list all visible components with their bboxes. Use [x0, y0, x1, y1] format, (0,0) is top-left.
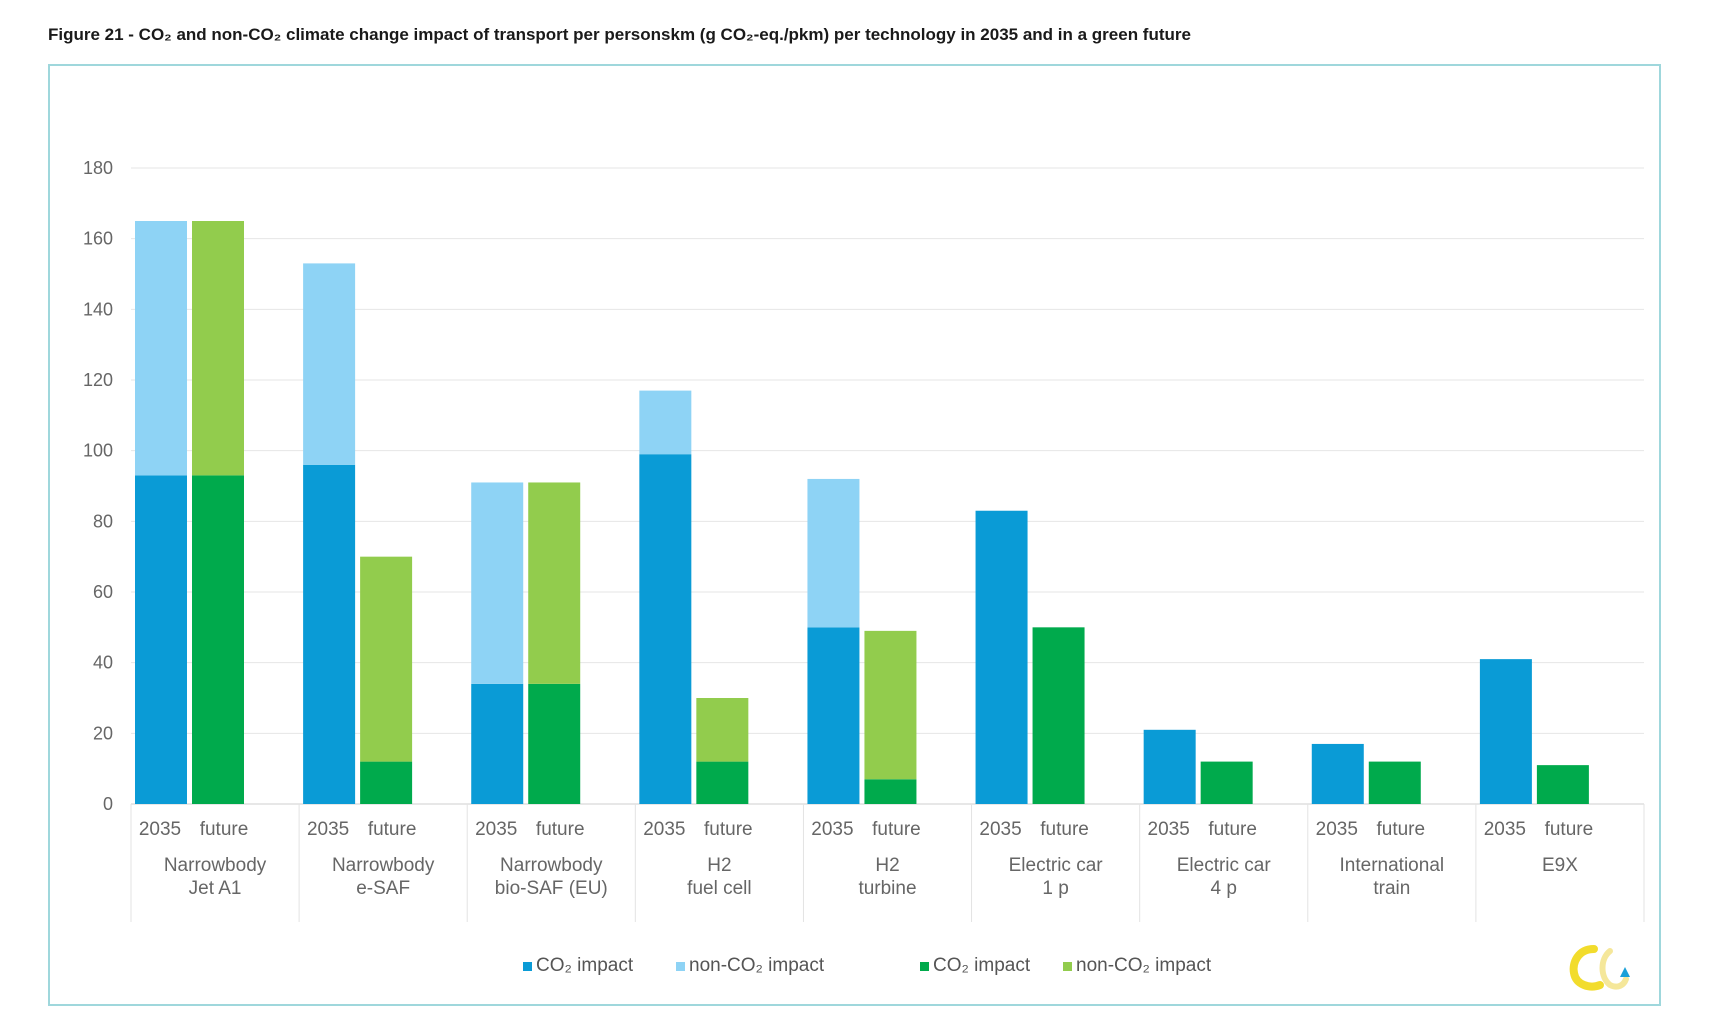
y-axis: 0 20 40 60 80 100 120 140 160 180 [83, 158, 113, 814]
bar-scenario-label: future [872, 819, 921, 840]
bar-segment [471, 683, 524, 804]
bar-segment [135, 475, 187, 804]
bar-segment [807, 478, 860, 628]
legend-item-nonco2-2035: non-CO₂ impact [676, 955, 824, 977]
legend-swatch [920, 961, 929, 971]
legend-label: non-CO₂ impact [689, 955, 825, 976]
bar-segment [639, 454, 692, 804]
legend-item-nonco2-future: non-CO₂ impact [1063, 955, 1211, 977]
y-tick-label: 160 [83, 229, 113, 249]
figure-title: Figure 21 - CO₂ and non-CO₂ climate chan… [48, 25, 1191, 44]
bar-segment [360, 761, 413, 804]
bar-segment [1032, 627, 1085, 804]
bars [135, 221, 1589, 804]
bar-segment [1311, 743, 1364, 804]
bar-segment [1143, 729, 1196, 804]
bar-scenario-label: 2035 [643, 819, 685, 840]
category-label: Narrowbody [500, 855, 603, 876]
y-tick-label: 80 [93, 511, 113, 531]
bar-scenario-label: future [200, 819, 249, 840]
bar-segment [192, 221, 244, 476]
bar-scenario-label: future [1040, 819, 1089, 840]
category-label-line2: fuel cell [687, 878, 751, 899]
bar-segment [864, 779, 917, 804]
bar-scenario-label: 2035 [1484, 819, 1526, 840]
bar-scenario-label: 2035 [1148, 819, 1190, 840]
y-tick-label: 140 [83, 299, 113, 319]
category-label-line2: 4 p [1211, 878, 1237, 899]
y-tick-label: 100 [83, 441, 113, 461]
legend-swatch [523, 961, 532, 971]
legend-label: CO₂ impact [536, 955, 634, 976]
bar-segment [528, 482, 581, 684]
bar-segment [1200, 761, 1253, 804]
bar-segment [975, 510, 1028, 804]
legend-label: non-CO₂ impact [1076, 955, 1212, 976]
y-tick-label: 60 [93, 582, 113, 602]
category-label-line2: e-SAF [356, 878, 410, 899]
category-label: Narrowbody [332, 855, 435, 876]
publisher-logo-icon [1569, 945, 1630, 991]
bar-scenario-label: 2035 [811, 819, 853, 840]
bar-segment [639, 390, 692, 455]
legend-swatch [676, 961, 685, 971]
y-tick-label: 120 [83, 370, 113, 390]
bar-scenario-label: 2035 [979, 819, 1021, 840]
category-label: H2 [707, 855, 731, 876]
legend-swatch [1063, 961, 1072, 971]
y-tick-label: 20 [93, 723, 113, 743]
category-label-line2: bio-SAF (EU) [495, 878, 608, 899]
bar-segment [135, 221, 187, 476]
bar-segment [807, 627, 860, 804]
category-label-line2: Jet A1 [189, 878, 242, 899]
category-label-line2: turbine [858, 878, 916, 899]
category-label-line2: 1 p [1042, 878, 1068, 899]
bar-scenario-label: future [368, 819, 417, 840]
bar-segment [528, 683, 581, 804]
bar-segment [1368, 761, 1421, 804]
bar-scenario-label: future [1208, 819, 1257, 840]
bar-scenario-label: 2035 [1316, 819, 1358, 840]
category-label: Narrowbody [164, 855, 267, 876]
bar-segment [696, 761, 749, 804]
bar-scenario-label: 2035 [475, 819, 517, 840]
legend: CO₂ impact non-CO₂ impact CO₂ impact non… [0, 955, 1711, 985]
bar-segment [192, 475, 244, 804]
bar-scenario-label: 2035 [139, 819, 181, 840]
category-label: Electric car [1177, 855, 1272, 876]
bar-segment [303, 464, 356, 804]
legend-item-co2-future: CO₂ impact [920, 955, 1030, 977]
bar-segment [471, 482, 524, 684]
legend-item-co2-2035: CO₂ impact [523, 955, 633, 977]
bar-segment [1536, 765, 1589, 804]
y-tick-label: 40 [93, 653, 113, 673]
y-tick-label: 0 [103, 794, 113, 814]
chart-frame [48, 64, 1661, 1006]
bar-scenario-label: future [1376, 819, 1425, 840]
bar-segment [696, 698, 749, 762]
category-label: E9X [1542, 855, 1578, 876]
category-label: International [1340, 855, 1445, 876]
bar-scenario-label: future [1545, 819, 1594, 840]
category-label: Electric car [1009, 855, 1104, 876]
y-tick-label: 180 [83, 158, 113, 178]
bar-scenario-label: future [704, 819, 753, 840]
bar-segment [864, 630, 917, 780]
bar-scenario-label: 2035 [307, 819, 349, 840]
bar-scenario-label: future [536, 819, 585, 840]
category-label: H2 [875, 855, 899, 876]
bar-segment [1479, 659, 1532, 804]
bar-segment [303, 263, 356, 465]
category-label-line2: train [1373, 878, 1410, 899]
legend-label: CO₂ impact [933, 955, 1031, 976]
bar-segment [360, 556, 413, 762]
